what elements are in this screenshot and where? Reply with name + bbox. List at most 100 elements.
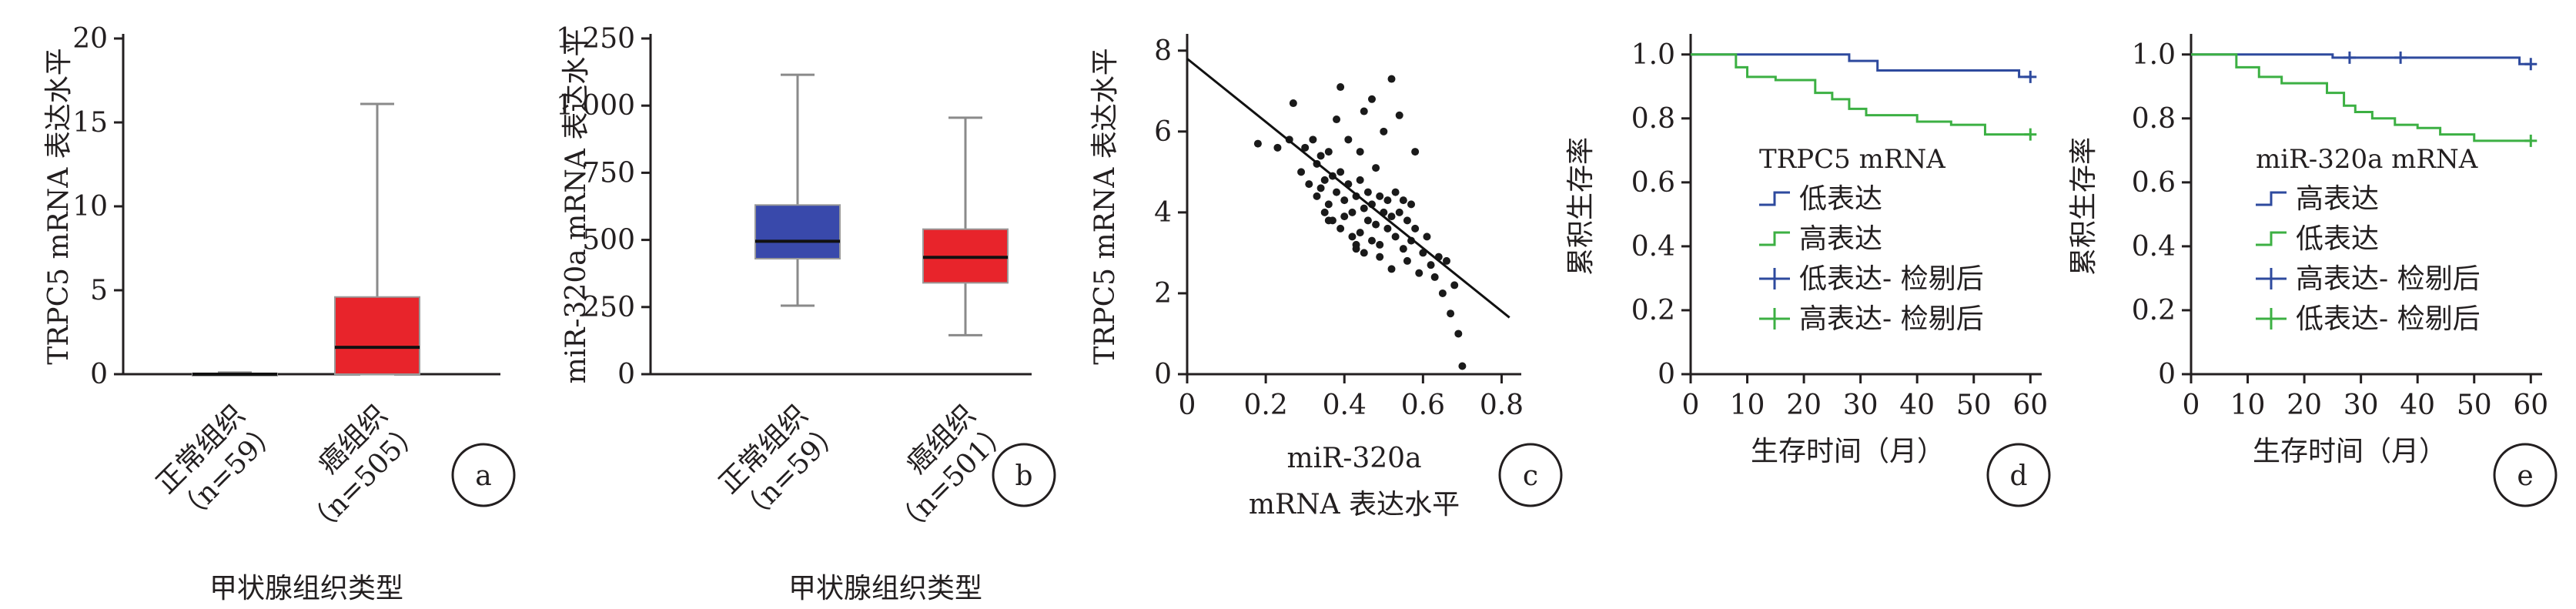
scatter-point [1289,99,1297,108]
scatter-point [1324,216,1333,225]
y-tick-label: 0.8 [1631,103,1675,135]
panel-label-circle [2493,443,2558,507]
legend-title: TRPC5 mRNA [1759,144,1945,175]
panel-e: 0 0.2 0.4 0.6 0.8 1.0 0 10 20 30 40 50 60 累积生存率 miR-32… [2068,34,2558,507]
scatter-point [1301,143,1310,152]
x-tick-label: 40 [2400,390,2435,421]
legend-swatch [1759,191,1790,206]
legend-item-label: 低表达- 检剔后 [1799,263,1984,295]
scatter-point [1344,136,1353,144]
survival-curve [2191,53,2531,142]
y-tick-label: 0 [1658,359,1675,390]
panel-label-letter: a [475,460,491,492]
scatter-point [1387,212,1396,221]
box-iqr [334,296,420,375]
y-tick-label: 10 [72,191,108,223]
scatter-point [1391,188,1400,196]
y-tick-label: 0.2 [2132,295,2176,326]
scatter-point [1333,188,1341,196]
censor-mark [2024,128,2037,141]
scatter-point [1309,136,1317,144]
y-tick-label: 5 [90,275,108,306]
legend-swatch [1759,231,1790,246]
x-tick-label: 0.8 [1480,390,1524,421]
scatter-point [1320,208,1329,216]
scatter-point [1360,204,1368,212]
scatter-point [1340,196,1349,205]
scatter-point [1360,107,1368,115]
scatter-point [1316,152,1325,160]
scatter-point [1367,236,1376,245]
y-tick-label: 6 [1154,116,1172,148]
scatter-point [1383,196,1392,205]
scatter-point [1395,111,1403,119]
y-tick-label: 0 [90,359,108,390]
y-axis-title: miR-320a mRNA 表达水平 [560,29,592,384]
scatter-point [1458,362,1467,370]
scatter-point [1337,83,1345,92]
scatter-point [1423,233,1431,241]
legend-swatch-censor [1759,308,1790,330]
panel-c: 0 2 4 6 8 0 0.2 0.4 0.6 0.8 TRPC5 mRNA 表达水平 miR-320… [1089,34,1563,520]
scatter-point [1297,168,1306,176]
scatter-point [1415,269,1423,277]
scatter-point [1324,148,1333,156]
y-tick-label: 1 000 [556,90,635,122]
scatter-point [1363,216,1372,225]
x-tick-label: 20 [1786,390,1822,421]
x-axis-title-line2: mRNA 表达水平 [1249,489,1460,520]
x-tick-label: 40 [1899,390,1935,421]
x-tick-label: 30 [1843,390,1878,421]
survival-curve [1691,53,2031,136]
y-axis-title: TRPC5 mRNA 表达水平 [1089,48,1121,364]
legend-item-label: 高表达- 检剔后 [1799,303,1984,335]
x-tick-label: 0 [2183,390,2200,421]
x-tick-label: 50 [1956,390,1992,421]
scatter-point [1411,224,1420,233]
scatter-point [1387,265,1396,273]
scatter-point [1337,168,1345,176]
panel-label-circle [451,443,516,507]
y-tick-label: 0.2 [1631,295,1675,326]
legend-swatch-censor [2256,268,2287,289]
y-axis-title: 累积生存率 [1565,137,1597,276]
legend-swatch [2256,191,2287,206]
scatter-point [1316,184,1325,192]
x-tick-label: 60 [2513,390,2548,421]
scatter-point [1380,127,1388,136]
y-tick-label: 2 [1154,278,1172,310]
x-axis-title: 甲状腺组织类型 [209,573,403,604]
scatter-point [1305,180,1313,189]
scatter-point [1447,310,1455,318]
panel-label-circle [1986,443,2051,507]
scatter-point [1442,256,1450,265]
legend-item-label: 低表达- 检剔后 [2296,303,2481,335]
y-tick-label: 250 [582,292,635,323]
y-axis-title: TRPC5 mRNA 表达水平 [43,48,75,364]
scatter-point [1363,188,1372,196]
x-axis-title: 生存时间（月） [1751,436,1945,467]
scatter-point [1367,95,1376,103]
scatter-point [1372,164,1380,172]
legend-swatch-censor [1759,268,1790,289]
y-tick-label: 0.6 [1631,167,1675,199]
scatter-point [1376,240,1384,249]
scatter-point [1356,229,1364,237]
panel-label-circle [1498,443,1563,507]
panel-label-letter: b [1015,460,1032,492]
x-axis-title: 生存时间（月） [2253,436,2447,467]
scatter-point [1399,245,1407,253]
scatter-point [1360,249,1368,257]
panel-label-circle [992,443,1056,507]
scatter-point [1438,289,1447,297]
y-tick-label: 0.4 [2132,231,2176,263]
scatter-point [1340,212,1349,221]
panel-label-letter: e [2517,460,2533,492]
scatter-point [1399,196,1407,205]
scatter-point [1376,192,1384,200]
scatter-point [1454,330,1463,338]
censor-mark [2024,70,2037,83]
scatter-point [1324,200,1333,209]
scatter-point [1376,253,1384,261]
